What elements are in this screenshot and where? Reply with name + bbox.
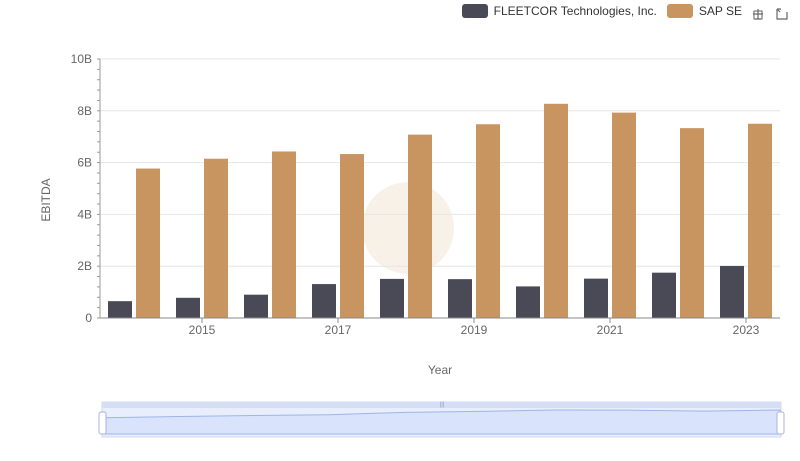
bar-fleetcor-2019[interactable]: [448, 279, 472, 318]
zoom-handle-left[interactable]: [98, 411, 107, 435]
restore-icon[interactable]: [774, 6, 790, 22]
zoom-in-icon[interactable]: [750, 6, 766, 22]
x-tick-label: 2017: [325, 323, 352, 337]
bar-sap-2021[interactable]: [612, 112, 636, 318]
bar-sap-2017[interactable]: [340, 154, 364, 318]
bar-sap-2014[interactable]: [136, 168, 160, 318]
y-tick-label: 4B: [77, 207, 92, 221]
bars: [108, 103, 772, 318]
legend-swatch-sap: [666, 4, 693, 18]
bar-fleetcor-2014[interactable]: [108, 301, 132, 318]
zoom-grip-icon[interactable]: |||: [440, 402, 445, 408]
bar-fleetcor-2017[interactable]: [312, 284, 336, 318]
y-tick-label: 10B: [71, 52, 92, 66]
bar-fleetcor-2022[interactable]: [652, 272, 676, 318]
zoom-handle-right[interactable]: [776, 411, 785, 435]
legend-item-sap[interactable]: SAP SE: [666, 4, 742, 18]
bar-sap-2015[interactable]: [204, 158, 228, 318]
y-tick-label: 6B: [77, 156, 92, 170]
bar-sap-2018[interactable]: [408, 134, 432, 318]
grid-lines: [100, 58, 780, 319]
x-axis-title: Year: [428, 363, 452, 377]
y-axis-title: EBITDA: [39, 178, 53, 221]
bar-fleetcor-2021[interactable]: [584, 278, 608, 318]
bar-sap-2020[interactable]: [544, 103, 568, 318]
y-tick-label: 8B: [77, 104, 92, 118]
y-tick-label: 0: [85, 311, 92, 325]
chart-toolbox: [750, 6, 790, 22]
zoom-track-bar[interactable]: [102, 402, 781, 408]
y-axis-ticks: 0 2B 4B 6B 8B 10B: [71, 52, 101, 325]
x-tick-label: 2021: [597, 323, 624, 337]
chart-legend: FLEETCOR Technologies, Inc. SAP SE: [461, 4, 742, 18]
legend-swatch-fleetcor: [461, 4, 488, 18]
bar-fleetcor-2018[interactable]: [380, 278, 404, 318]
bar-fleetcor-2020[interactable]: [516, 286, 540, 318]
legend-label-sap: SAP SE: [698, 4, 742, 18]
bar-sap-2016[interactable]: [272, 151, 296, 318]
bar-sap-2023[interactable]: [748, 123, 772, 318]
bar-fleetcor-2015[interactable]: [176, 297, 200, 318]
bar-sap-2019[interactable]: [476, 124, 500, 318]
x-tick-label: 2015: [189, 323, 216, 337]
y-tick-label: 2B: [77, 259, 92, 273]
x-axis: 2015 2017 2019 2021 2023: [100, 317, 780, 337]
data-zoom-slider[interactable]: |||: [98, 401, 785, 438]
bar-sap-2022[interactable]: [680, 128, 704, 318]
bar-fleetcor-2016[interactable]: [244, 294, 268, 318]
legend-label-fleetcor: FLEETCOR Technologies, Inc.: [493, 4, 657, 18]
bar-fleetcor-2023[interactable]: [720, 265, 744, 318]
x-tick-label: 2023: [733, 323, 760, 337]
legend-item-fleetcor[interactable]: FLEETCOR Technologies, Inc.: [461, 4, 657, 18]
x-tick-label: 2019: [461, 323, 488, 337]
